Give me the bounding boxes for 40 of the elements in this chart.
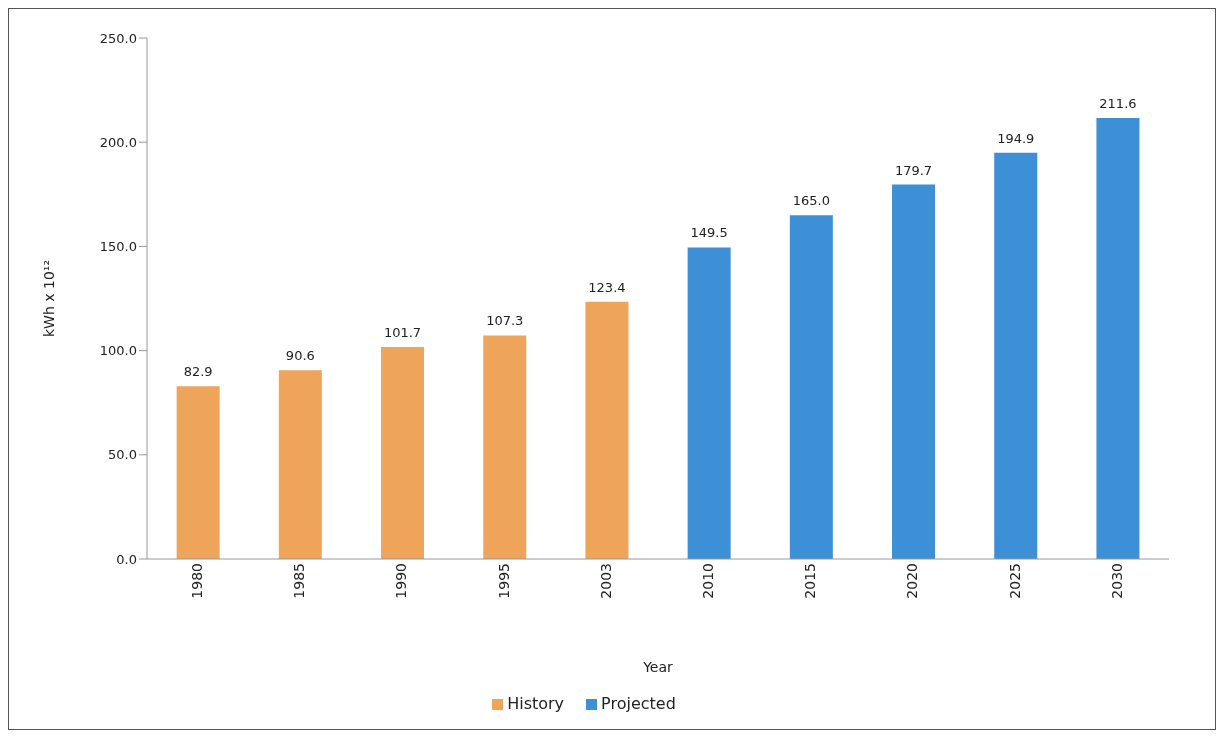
legend-label: History [507,694,565,713]
bar [381,347,425,559]
data-label: 165.0 [792,193,830,209]
x-tick-label: 2020 [904,563,921,599]
data-label: 82.9 [183,364,213,380]
legend-label: Projected [601,694,676,713]
bar [585,301,629,559]
y-axis-title: kWh x 10¹² [40,259,57,338]
data-label: 194.9 [997,130,1035,146]
bar [483,335,527,559]
bar [278,370,322,559]
bar [687,247,731,559]
x-axis-title: Year [642,659,674,675]
x-tick-label: 1990 [393,563,410,599]
data-label: 211.6 [1099,96,1137,112]
x-tick-label: 2015 [802,563,819,599]
bar [994,152,1038,559]
data-label: 101.7 [383,325,422,341]
x-tick-label: 2003 [597,563,614,599]
x-tick-label: 2025 [1006,563,1023,599]
y-tick-label: 0.0 [116,551,137,567]
data-label: 149.5 [690,225,728,241]
y-tick-label: 50.0 [108,447,137,463]
y-tick-label: 250.0 [99,30,137,46]
y-tick-label: 100.0 [99,343,137,359]
x-tick-label: 1980 [189,563,206,599]
x-tick-label: 1995 [495,563,512,599]
data-label: 90.6 [285,348,315,364]
x-tick-label: 2010 [700,563,717,599]
x-tick-label: 1985 [291,563,308,599]
bar [176,386,220,559]
bar [789,215,833,559]
bar [892,184,936,559]
data-label: 179.7 [894,162,933,178]
y-tick-label: 200.0 [99,134,137,150]
data-label: 107.3 [486,313,524,329]
y-tick-label: 150.0 [99,239,137,255]
x-tick-label: 2030 [1108,563,1125,599]
bar [1096,118,1140,559]
data-label: 123.4 [588,279,626,295]
